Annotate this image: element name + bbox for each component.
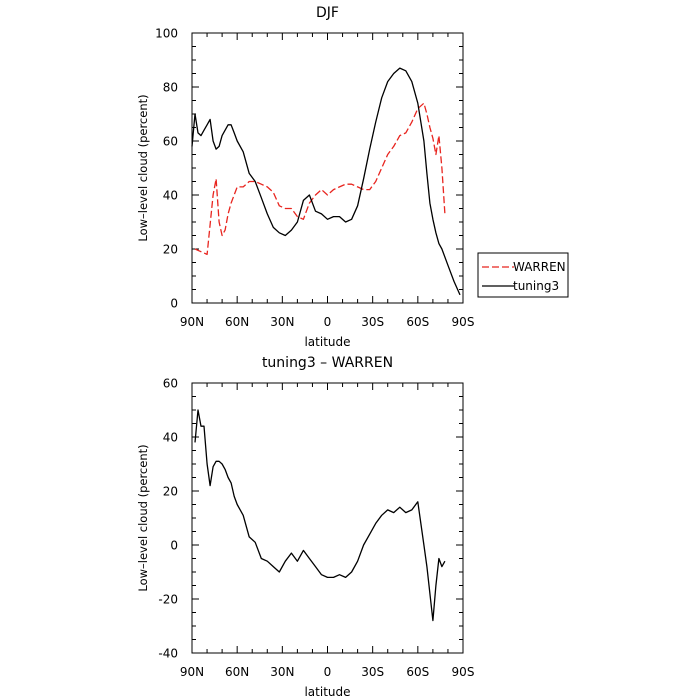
- legend-box: [477, 252, 569, 298]
- chart-title: tuning3 – WARREN: [262, 355, 393, 371]
- x-tick-label: 0: [324, 665, 332, 679]
- plot-frame: [191, 382, 464, 654]
- x-axis-label: latitude: [304, 685, 350, 699]
- legend-label-warren: WARREN: [513, 260, 566, 274]
- top-chart: 90N 60N 30N 0 30S 60S 90S 0 20 40 60 80 100 DJF latitu…: [136, 5, 474, 349]
- y-tick-label: 0: [170, 297, 178, 311]
- difference-series-line: [194, 409, 446, 622]
- x-tick-label: 60N: [225, 315, 249, 329]
- y-tick-label: 40: [163, 431, 178, 445]
- x-tick-label: 90S: [452, 315, 475, 329]
- tuning3-series-line: [191, 67, 461, 296]
- x-tick-label: 30N: [270, 665, 294, 679]
- plot-frame: [191, 32, 464, 304]
- bottom-chart: 90N 60N 30N 0 30S 60S 90S -40 -20 0 20 40 60 tuning3 …: [136, 355, 474, 699]
- y-axis-label: Low–level cloud (percent): [136, 444, 150, 591]
- y-tick-label: 0: [170, 539, 178, 553]
- x-tick-label: 60S: [406, 315, 429, 329]
- legend-label-tuning3: tuning3: [513, 279, 559, 293]
- y-tick-label: 40: [163, 189, 178, 203]
- y-tick-label: 20: [163, 243, 178, 257]
- y-tick-label: -40: [158, 647, 178, 661]
- y-axis-label: Low–level cloud (percent): [136, 94, 150, 241]
- legend: WARREN tuning3: [477, 252, 569, 298]
- x-tick-label: 90N: [180, 315, 204, 329]
- y-tick-label: 60: [163, 377, 178, 391]
- y-tick-label: 20: [163, 485, 178, 499]
- x-tick-label: 30S: [361, 315, 384, 329]
- x-axis-label: latitude: [304, 335, 350, 349]
- chart-title: DJF: [316, 5, 339, 21]
- x-tick-label: 30N: [270, 315, 294, 329]
- x-tick-label: 30S: [361, 665, 384, 679]
- y-tick-label: -20: [158, 593, 178, 607]
- x-tick-label: 0: [324, 315, 332, 329]
- x-tick-label: 90N: [180, 665, 204, 679]
- warren-series-line: [194, 102, 446, 256]
- x-tick-label: 60N: [225, 665, 249, 679]
- y-tick-label: 100: [155, 27, 178, 41]
- x-tick-label: 90S: [452, 665, 475, 679]
- x-tick-label: 60S: [406, 665, 429, 679]
- y-tick-label: 80: [163, 81, 178, 95]
- y-tick-label: 60: [163, 135, 178, 149]
